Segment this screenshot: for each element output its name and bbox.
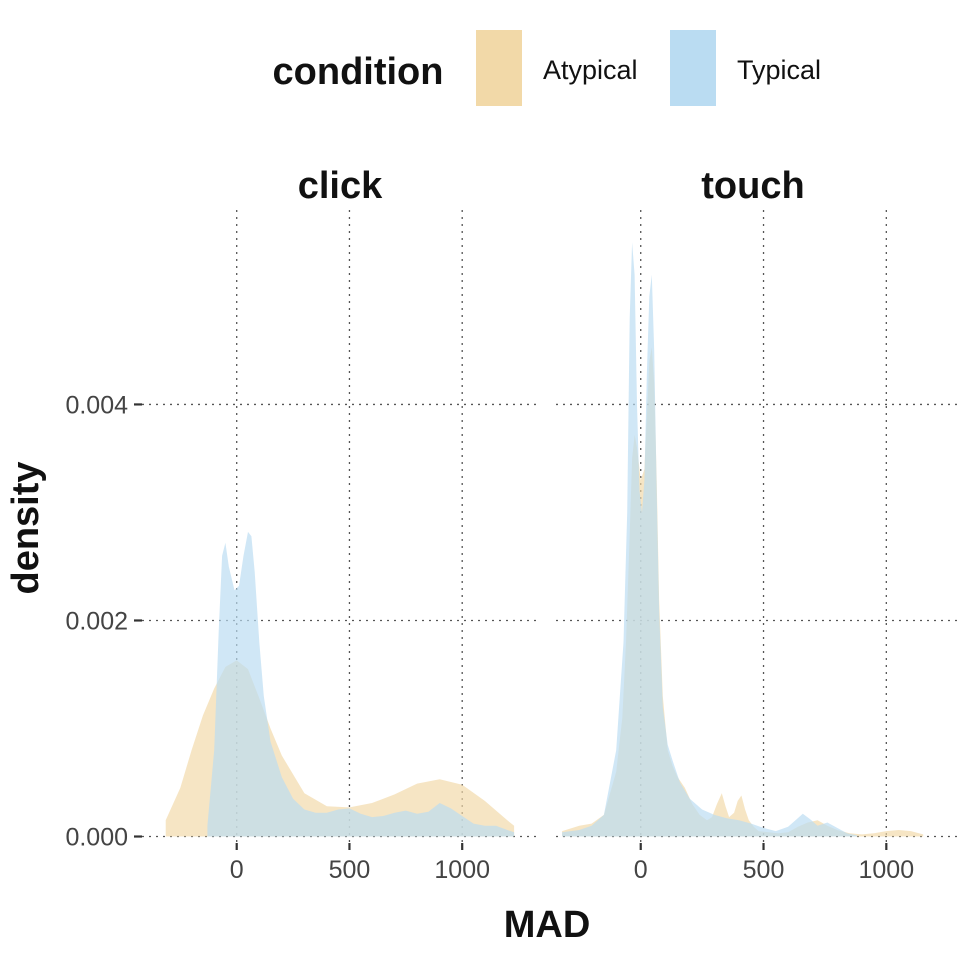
x-tick-label-1: 500 (743, 856, 785, 884)
panel-touch: 0 500 1000 (556, 210, 960, 884)
x-tick-label-0: 0 (230, 856, 244, 884)
panel-title-touch: touch (701, 165, 804, 207)
y-tick-label-0: 0.000 (65, 824, 128, 852)
legend-key-typical (670, 30, 716, 106)
density-area-typical (207, 531, 515, 837)
panel-click: 0 500 1000 (142, 210, 540, 884)
x-tick-label-1: 500 (329, 856, 371, 884)
legend-key-atypical (476, 30, 522, 106)
y-axis-title: density (5, 461, 47, 594)
legend-title: condition (273, 51, 444, 93)
x-tick-label-2: 1000 (434, 856, 490, 884)
x-tick-label-0: 0 (634, 856, 648, 884)
legend: condition Atypical Typical (273, 30, 821, 106)
density-area-typical (562, 242, 857, 837)
legend-label-typical: Typical (737, 55, 821, 85)
y-tick-label-2: 0.004 (65, 391, 128, 419)
legend-label-atypical: Atypical (543, 55, 638, 85)
x-tick-label-2: 1000 (859, 856, 915, 884)
panel-title-click: click (298, 165, 383, 207)
y-tick-label-1: 0.002 (65, 607, 128, 635)
y-axis: 0.000 0.002 0.004 (65, 391, 142, 852)
x-axis-title: MAD (504, 904, 591, 946)
